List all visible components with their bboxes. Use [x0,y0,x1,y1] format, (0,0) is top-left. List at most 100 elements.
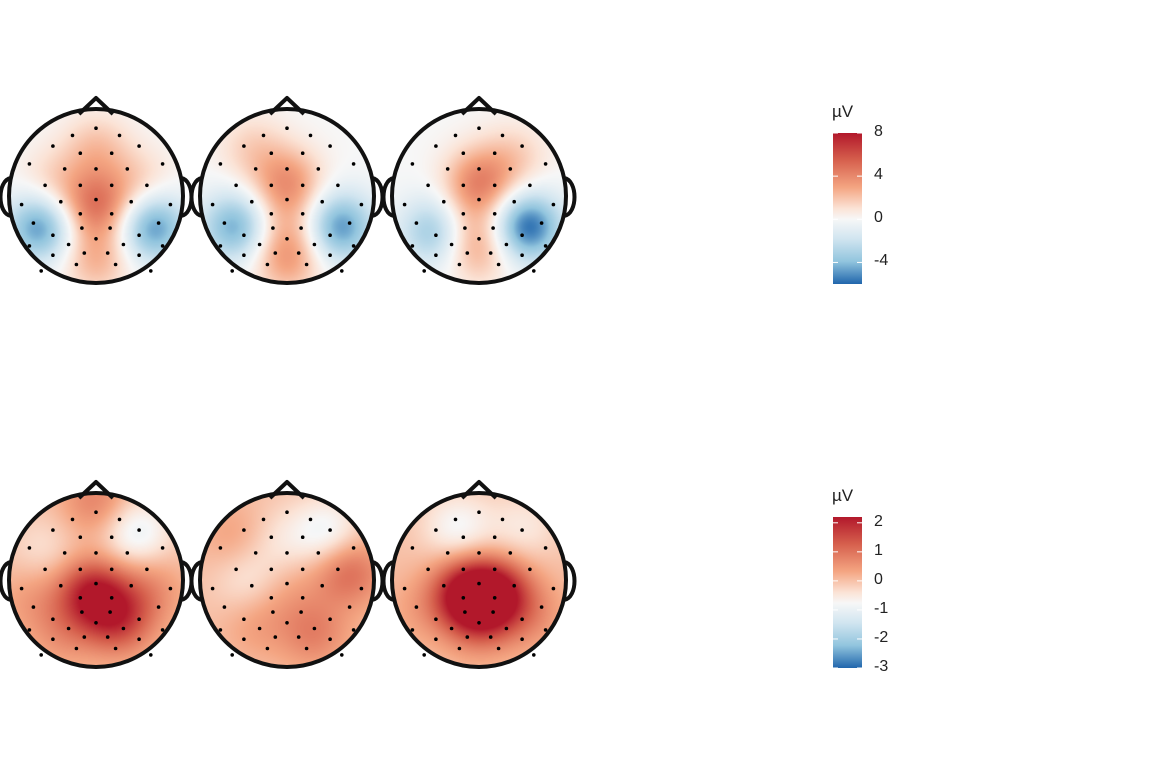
electrode-dot [257,626,262,631]
electrode-dot [463,610,467,614]
electrode-dot [285,167,289,171]
electrode-dot [465,635,470,639]
electrode-dot [156,605,161,609]
electrode-dot [500,133,505,138]
electrode-dot [320,583,325,588]
electrode-dot [80,226,84,230]
electrode-dot [19,202,24,207]
ear-left [189,176,203,218]
electrode-dot [66,626,71,631]
electrode-dot [113,262,118,267]
electrode-dot [477,621,481,625]
electrode-dot [520,233,524,237]
electrode-dot [121,626,126,631]
electrode-dot [410,546,415,550]
topo-map [381,480,577,669]
electrode-dot [351,244,356,248]
topo-field [392,493,566,667]
electrode-dot [299,610,303,614]
electrode-dot [261,133,266,138]
nose [268,480,306,500]
colorbar-tick-label: 0 [874,209,883,227]
electrode-dot [66,242,71,247]
electrode-dot [43,567,47,572]
topo-map [0,96,194,285]
electrode-dot [160,244,165,248]
electrode-dot [477,581,481,586]
electrode-dot [113,646,118,651]
electrode-dot [43,183,47,188]
electrode-dot [508,551,513,555]
electrode-dot [492,183,497,188]
electrode-dot [218,546,223,550]
electrode-dot [340,269,344,273]
electrode-dot [539,221,544,225]
electrode-dot [51,528,55,532]
electrode-dot [82,251,87,255]
topo-field [200,109,374,283]
electrode-dot [488,251,493,255]
electrode-dot [70,517,75,522]
electrode-dot [477,237,481,241]
electrode-dot [168,202,173,207]
electrode-dot [137,253,141,257]
electrode-dot [117,133,122,138]
electrode-dot [414,605,419,609]
electrode-dot [359,586,364,591]
electrode-dot [336,183,340,188]
electrode-dot [51,253,55,257]
electrode-dot [78,567,83,572]
electrode-dot [269,535,274,539]
electrode-dot [230,653,234,657]
electrode-dot [253,551,258,555]
electrode-dot [296,635,301,639]
electrode-dot [434,253,438,257]
electrode-dot [328,233,332,237]
electrode-dot [210,586,215,591]
electrode-dot [477,197,481,202]
electrode-dot [532,269,536,273]
colorbar-tick-label: -2 [874,628,889,646]
electrode-dot [551,202,556,207]
electrode-dot [442,583,446,588]
electrode-dot [94,197,98,202]
head-outline [198,107,376,285]
colorbar-tick-label: -1 [874,599,889,617]
electrode-dot [300,183,305,188]
ear-left [189,560,203,602]
electrode-dot [27,546,32,550]
electrode-dot [285,126,289,130]
electrode-dot [168,586,173,591]
electrode-dot [39,269,43,273]
electrode-dot [242,617,246,621]
electrode-dot [328,637,332,641]
electrode-dot [149,653,153,657]
electrode-dot [402,586,407,591]
topo-field [392,109,566,283]
electrode-dot [271,226,275,230]
electrode-dot [336,567,340,572]
electrode-dot [137,617,141,621]
topo-map [189,96,385,285]
electrode-dot [300,596,305,600]
electrode-dot [51,233,55,237]
electrode-dot [520,253,524,257]
electrode-dot [477,510,481,514]
electrode-dot [434,144,438,148]
electrode-dot [320,199,325,204]
topo-field [9,493,183,667]
electrode-dot [402,202,407,207]
electrode-dot [218,628,223,632]
electrode-dot [94,621,98,625]
electrode-dot [457,262,462,267]
electrode-dot [426,567,430,572]
electrode-dot [543,628,548,632]
legend-unit-bottom: µV [832,486,854,505]
electrode-dot [250,583,254,588]
electrode-dot [461,567,466,572]
electrode-dot [434,233,438,237]
electrode-dot [504,626,509,631]
electrode-dot [109,212,114,216]
electrode-dot [94,237,98,241]
electrode-dot [496,646,501,651]
